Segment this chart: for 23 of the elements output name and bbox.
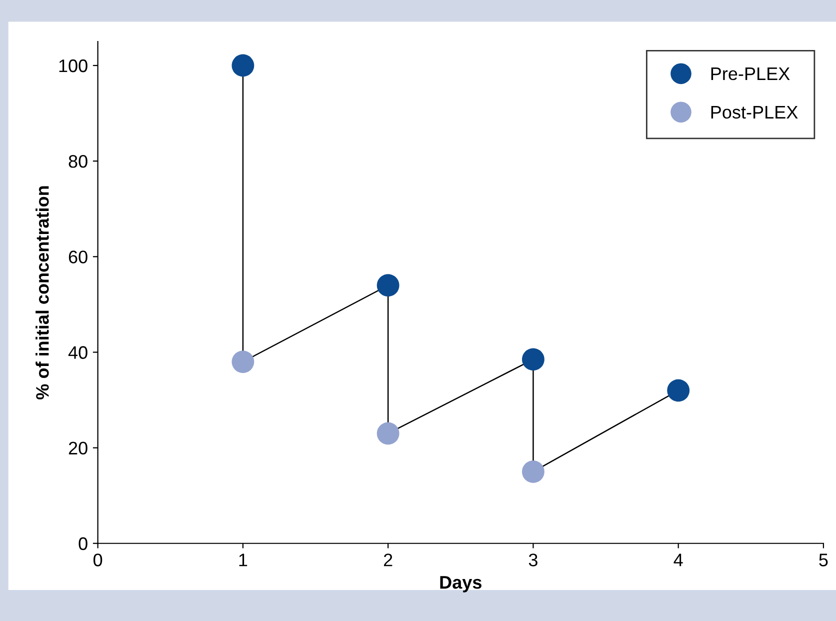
x-axis-title: Days xyxy=(440,576,482,592)
y-tick-label: 60 xyxy=(68,250,88,264)
point xyxy=(522,348,544,371)
y-tick-label: 0 xyxy=(78,537,88,550)
x-tick-label: 5 xyxy=(819,554,828,566)
x-tick-label: 0 xyxy=(93,554,102,566)
point xyxy=(376,274,400,297)
x-tick-label: 3 xyxy=(528,554,538,566)
y-axis-title: % of initial concentration xyxy=(36,186,49,400)
legend-label: Pre-PLEX xyxy=(711,68,790,80)
point xyxy=(376,422,400,445)
y-tick-label: 20 xyxy=(68,442,88,455)
y-tick-label: 40 xyxy=(68,346,88,359)
point xyxy=(522,460,544,483)
legend-label: Post-PLEX xyxy=(711,106,798,119)
x-tick-label: 1 xyxy=(239,554,248,566)
point xyxy=(232,350,254,373)
point xyxy=(232,54,254,77)
point xyxy=(667,379,690,402)
x-tick-label: 4 xyxy=(674,554,683,566)
x-tick-label: 2 xyxy=(384,554,392,566)
y-tick-label: 100 xyxy=(59,59,88,72)
y-tick-label: 80 xyxy=(68,155,88,168)
